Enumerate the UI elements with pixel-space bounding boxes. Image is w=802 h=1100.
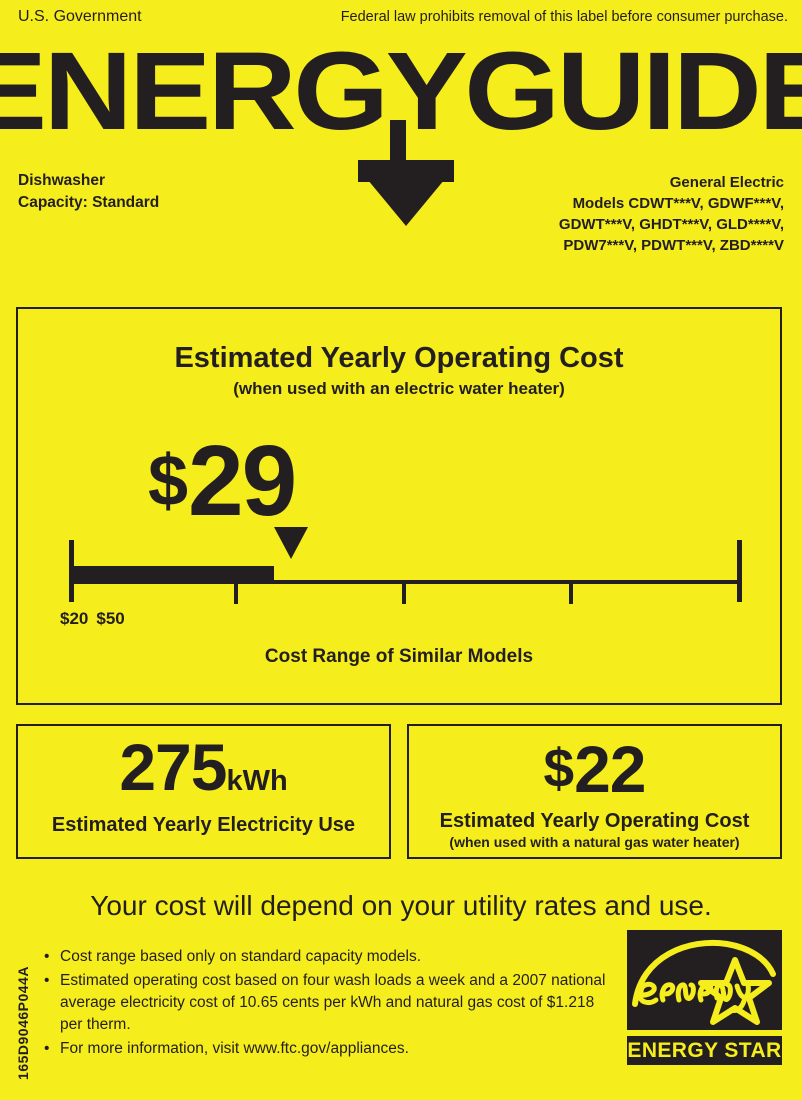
cost-range-pointer-icon [274, 527, 308, 559]
energy-star-logo: ENERGY STAR [627, 930, 782, 1065]
product-type: Dishwasher [18, 172, 106, 189]
gas-operating-cost-box: $22 Estimated Yearly Operating Cost (whe… [407, 724, 782, 859]
gas-cost-amount: 22 [574, 732, 646, 806]
lower-boxes: 275kWh Estimated Yearly Electricity Use … [16, 724, 782, 859]
part-number: 165D9046P044A [15, 966, 31, 1080]
electricity-use-value: 275kWh [18, 734, 389, 800]
gas-cost-dollar-sign: $ [543, 737, 575, 799]
bullet-icon: • [44, 948, 50, 965]
cost-range-low-label: $20 [60, 609, 89, 628]
gas-cost-subcaption: (when used with a natural gas water heat… [449, 834, 740, 850]
estimated-yearly-operating-cost-box: Estimated Yearly Operating Cost (when us… [16, 307, 782, 705]
cost-range-right-cap [737, 540, 742, 602]
product-info: Dishwasher Capacity: Standard [18, 170, 159, 214]
energy-star-graphic-icon [632, 940, 776, 1025]
footnotes-list: • Cost range based only on standard capa… [40, 946, 615, 1062]
primary-cost-dollar-sign: $ [148, 441, 189, 521]
bullet-icon: • [44, 1040, 50, 1057]
gas-cost-value: $22 [409, 736, 780, 802]
primary-cost-value: $29 [148, 431, 297, 531]
electricity-use-number: 275 [119, 730, 227, 804]
energy-star-logo-mark [627, 930, 782, 1030]
footnote-text: For more information, visit www.ftc.gov/… [60, 1040, 409, 1057]
footnote-text: Cost range based only on standard capaci… [60, 948, 422, 965]
bullet-icon: • [44, 972, 50, 989]
cost-range-filled-bar [69, 566, 274, 584]
down-arrow-head-icon [358, 168, 454, 226]
models-line-3: PDW7***V, PDWT***V, ZBD****V [563, 237, 784, 254]
cost-range-high-label: $50 [96, 609, 125, 628]
footnote-item: • Cost range based only on standard capa… [40, 946, 615, 968]
us-government-label: U.S. Government [18, 8, 142, 25]
primary-cost-amount: 29 [188, 425, 297, 537]
cost-box-subtitle: (when used with an electric water heater… [233, 379, 565, 398]
model-info: General Electric Models CDWT***V, GDWF**… [559, 172, 784, 256]
electricity-use-unit: kWh [226, 765, 288, 797]
electricity-use-caption: Estimated Yearly Electricity Use [51, 814, 356, 836]
product-capacity: Capacity: Standard [18, 194, 160, 211]
cost-box-title: Estimated Yearly Operating Cost [174, 342, 624, 374]
models-line-1: Models CDWT***V, GDWF***V, [572, 195, 784, 212]
energy-star-band: ENERGY STAR [627, 1036, 782, 1065]
gas-cost-caption: Estimated Yearly Operating Cost [439, 810, 750, 832]
cost-range-caption: Cost Range of Similar Models [264, 646, 534, 667]
federal-law-notice: Federal law prohibits removal of this la… [340, 9, 788, 25]
footnote-text: Estimated operating cost based on four w… [60, 972, 606, 1033]
cost-range-left-cap [69, 540, 74, 602]
footnote-item: • Estimated operating cost based on four… [40, 970, 615, 1036]
models-line-2: GDWT***V, GHDT***V, GLD****V, [558, 216, 784, 233]
cost-range-tick-1 [234, 580, 238, 604]
brand-name: General Electric [669, 174, 784, 191]
cost-range-tick-3 [569, 580, 573, 604]
energy-star-band-text: ENERGY STAR [627, 1039, 782, 1062]
cost-range-labels: $20 $50 [60, 609, 125, 629]
footnote-item: • For more information, visit www.ftc.go… [40, 1038, 615, 1060]
cost-range-tick-2 [402, 580, 406, 604]
utility-rates-tagline: Your cost will depend on your utility ra… [90, 890, 712, 921]
electricity-use-box: 275kWh Estimated Yearly Electricity Use [16, 724, 391, 859]
